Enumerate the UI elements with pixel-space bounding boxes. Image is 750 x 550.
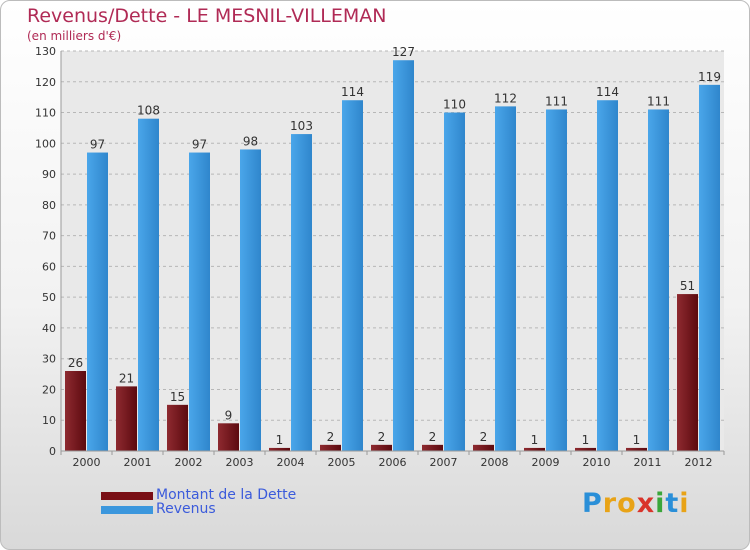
y-tick-label: 90 <box>42 168 56 181</box>
x-tick-label: 2008 <box>481 456 509 469</box>
legend-swatch-revenus <box>101 506 153 514</box>
data-label-revenus: 112 <box>494 91 517 105</box>
data-label-dette: 1 <box>531 433 539 447</box>
chart-subtitle: (en milliers d'€) <box>27 29 122 43</box>
data-label-dette: 2 <box>327 430 335 444</box>
data-label-dette: 2 <box>429 430 437 444</box>
data-label-dette: 15 <box>170 390 185 404</box>
x-tick-label: 2006 <box>379 456 407 469</box>
bar-revenus <box>648 109 669 451</box>
bar-revenus <box>342 100 363 451</box>
y-tick-label: 10 <box>42 414 56 427</box>
bar-dette <box>320 444 341 451</box>
bar-revenus <box>138 118 159 451</box>
bar-revenus <box>546 109 567 451</box>
data-label-revenus: 119 <box>698 70 721 84</box>
data-label-revenus: 97 <box>90 138 105 152</box>
y-tick-label: 100 <box>35 137 56 150</box>
logo-letter: i <box>679 488 690 519</box>
bar-dette <box>269 447 290 451</box>
x-tick-label: 2000 <box>73 456 101 469</box>
data-label-dette: 26 <box>68 356 83 370</box>
plot-area <box>61 51 724 451</box>
bar-revenus <box>189 152 210 452</box>
x-tick-label: 2004 <box>277 456 305 469</box>
bar-dette <box>422 444 443 451</box>
x-tick-label: 2012 <box>685 456 713 469</box>
logo-letter: i <box>655 488 666 519</box>
bar-dette <box>65 371 86 451</box>
logo-letter: r <box>602 488 618 519</box>
data-label-dette: 2 <box>378 430 386 444</box>
logo-letter: x <box>636 488 656 519</box>
data-label-revenus: 111 <box>545 94 568 108</box>
legend-label-dette: Montant de la Dette <box>156 487 297 503</box>
x-tick-label: 2009 <box>532 456 560 469</box>
data-label-revenus: 111 <box>647 94 670 108</box>
y-tick-label: 130 <box>35 45 56 58</box>
y-tick-label: 110 <box>35 107 56 120</box>
bar-dette <box>626 447 647 451</box>
bar-revenus <box>597 100 618 451</box>
bar-revenus <box>240 149 261 451</box>
data-label-revenus: 97 <box>192 138 207 152</box>
x-tick-label: 2007 <box>430 456 458 469</box>
bar-dette <box>116 386 137 451</box>
bar-dette <box>524 447 545 451</box>
data-label-revenus: 98 <box>243 134 258 148</box>
legend-swatch-dette <box>101 492 153 500</box>
bar-dette <box>371 444 392 451</box>
y-tick-label: 60 <box>42 260 56 273</box>
data-label-dette: 2 <box>480 430 488 444</box>
legend-label-revenus: Revenus <box>156 501 216 517</box>
logo-letter: P <box>582 488 603 519</box>
y-tick-label: 20 <box>42 383 56 396</box>
bar-revenus <box>393 60 414 451</box>
y-tick-label: 70 <box>42 230 56 243</box>
bar-revenus <box>699 84 720 451</box>
bar-revenus <box>495 106 516 451</box>
bar-revenus <box>291 134 312 452</box>
bar-dette <box>218 423 239 451</box>
bar-dette <box>575 447 596 451</box>
y-tick-label: 80 <box>42 199 56 212</box>
x-tick-label: 2002 <box>175 456 203 469</box>
data-label-revenus: 110 <box>443 98 466 112</box>
bar-revenus <box>444 112 465 452</box>
x-tick-label: 2010 <box>583 456 611 469</box>
y-tick-label: 40 <box>42 322 56 335</box>
logo-letter: t <box>665 488 680 519</box>
y-tick-label: 0 <box>49 445 56 458</box>
chart-title: Revenus/Dette - LE MESNIL-VILLEMAN <box>27 5 387 27</box>
data-label-dette: 1 <box>633 433 641 447</box>
proxiti-logo: Proxiti <box>582 488 690 519</box>
y-tick-label: 120 <box>35 76 56 89</box>
x-tick-label: 2005 <box>328 456 356 469</box>
x-tick-label: 2003 <box>226 456 254 469</box>
data-label-revenus: 103 <box>290 119 313 133</box>
bar-dette <box>167 404 188 451</box>
data-label-dette: 21 <box>119 371 134 385</box>
bar-revenus <box>87 152 108 452</box>
data-label-dette: 9 <box>225 408 233 422</box>
x-tick-label: 2001 <box>124 456 152 469</box>
data-label-dette: 51 <box>680 279 695 293</box>
x-tick-label: 2011 <box>634 456 662 469</box>
data-label-revenus: 114 <box>341 85 364 99</box>
logo-letter: o <box>617 488 637 519</box>
bar-dette <box>473 444 494 451</box>
y-tick-label: 50 <box>42 291 56 304</box>
bar-dette <box>677 294 698 451</box>
data-label-dette: 1 <box>582 433 590 447</box>
data-label-revenus: 108 <box>137 104 160 118</box>
data-label-revenus: 127 <box>392 45 415 59</box>
data-label-revenus: 114 <box>596 85 619 99</box>
data-label-dette: 1 <box>276 433 284 447</box>
y-tick-label: 30 <box>42 353 56 366</box>
